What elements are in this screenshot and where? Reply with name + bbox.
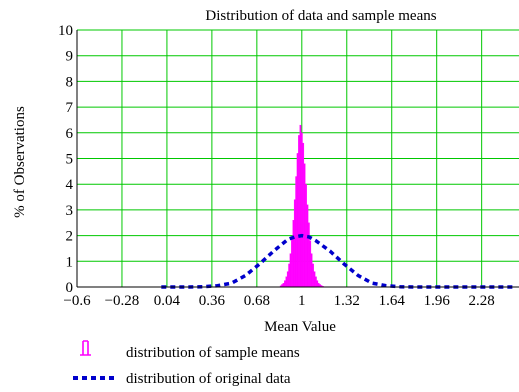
x-tick-label-6: 1.32 — [334, 293, 360, 309]
chart-title: Distribution of data and sample means — [205, 8, 436, 24]
histogram-legend-icon — [80, 340, 91, 356]
histogram-bar-21 — [309, 240, 312, 288]
histogram-bar-22 — [310, 253, 313, 288]
histogram-bar-13 — [298, 135, 300, 288]
histogram-bar-8 — [291, 238, 293, 288]
x-tick-label-8: 1.96 — [424, 293, 451, 309]
legend: distribution of sample means distributio… — [73, 340, 300, 387]
y-tick-label-10: 10 — [58, 23, 73, 39]
y-tick-label-1: 1 — [66, 254, 74, 270]
x-tick-label-0: −0.6 — [63, 293, 91, 309]
y-tick-labels: 0 1 2 3 4 5 6 7 8 9 10 — [58, 23, 74, 296]
plot-area — [76, 29, 519, 289]
y-tick-label-7: 7 — [66, 100, 74, 116]
histogram-bar-23 — [312, 263, 314, 288]
histogram-bar-16 — [302, 142, 305, 288]
histogram-bar-6 — [288, 263, 291, 288]
x-axis-label: Mean Value — [264, 319, 336, 335]
y-tick-label-9: 9 — [66, 49, 74, 65]
histogram-bar-25 — [315, 276, 317, 288]
x-tick-label-5: 1 — [298, 293, 306, 309]
x-tick-label-7: 1.64 — [379, 293, 406, 309]
histogram-bar-17 — [303, 163, 306, 288]
y-tick-label-4: 4 — [66, 177, 74, 193]
legend-item-sample-means: distribution of sample means — [80, 340, 300, 361]
y-axis-label: % of Observations — [12, 106, 28, 218]
histogram-bar-15 — [300, 132, 303, 288]
histogram-bar-11 — [295, 176, 298, 288]
histogram-bar-27 — [317, 282, 320, 288]
histogram-bar-14 — [299, 124, 302, 288]
histogram-bar-24 — [313, 271, 316, 288]
x-tick-label-4: 0.68 — [244, 293, 270, 309]
x-tick-label-9: 2.28 — [469, 293, 495, 309]
histogram-bar-20 — [307, 222, 310, 288]
x-tick-label-3: 0.36 — [199, 293, 226, 309]
histogram-bar-3 — [284, 280, 286, 288]
x-tick-labels: −0.6 −0.28 0.04 0.36 0.68 1 1.32 1.64 1.96 2.28 — [63, 293, 494, 309]
x-tick-label-2: 0.04 — [154, 293, 181, 309]
legend-label-original-data: distribution of original data — [126, 371, 291, 387]
y-tick-label-8: 8 — [66, 74, 74, 90]
histogram-bar-18 — [305, 184, 307, 288]
histogram-bar-12 — [296, 153, 299, 288]
histogram-bar-9 — [292, 220, 295, 288]
histogram-bar-19 — [306, 204, 309, 288]
histogram-bar-5 — [286, 271, 289, 288]
histogram-bar-7 — [289, 253, 292, 288]
histogram-bar-2 — [282, 282, 285, 288]
x-tick-label-1: −0.28 — [105, 293, 140, 309]
y-tick-label-6: 6 — [66, 126, 74, 142]
y-tick-label-5: 5 — [66, 152, 74, 168]
histogram-bar-26 — [316, 280, 319, 288]
histogram-bar-10 — [293, 199, 296, 288]
legend-item-original-data: distribution of original data — [73, 371, 291, 387]
legend-label-sample-means: distribution of sample means — [126, 345, 300, 361]
y-tick-label-3: 3 — [66, 203, 74, 219]
y-tick-label-2: 2 — [66, 229, 74, 245]
y-tick-label-0: 0 — [66, 280, 74, 296]
histogram-bar-4 — [285, 276, 288, 288]
